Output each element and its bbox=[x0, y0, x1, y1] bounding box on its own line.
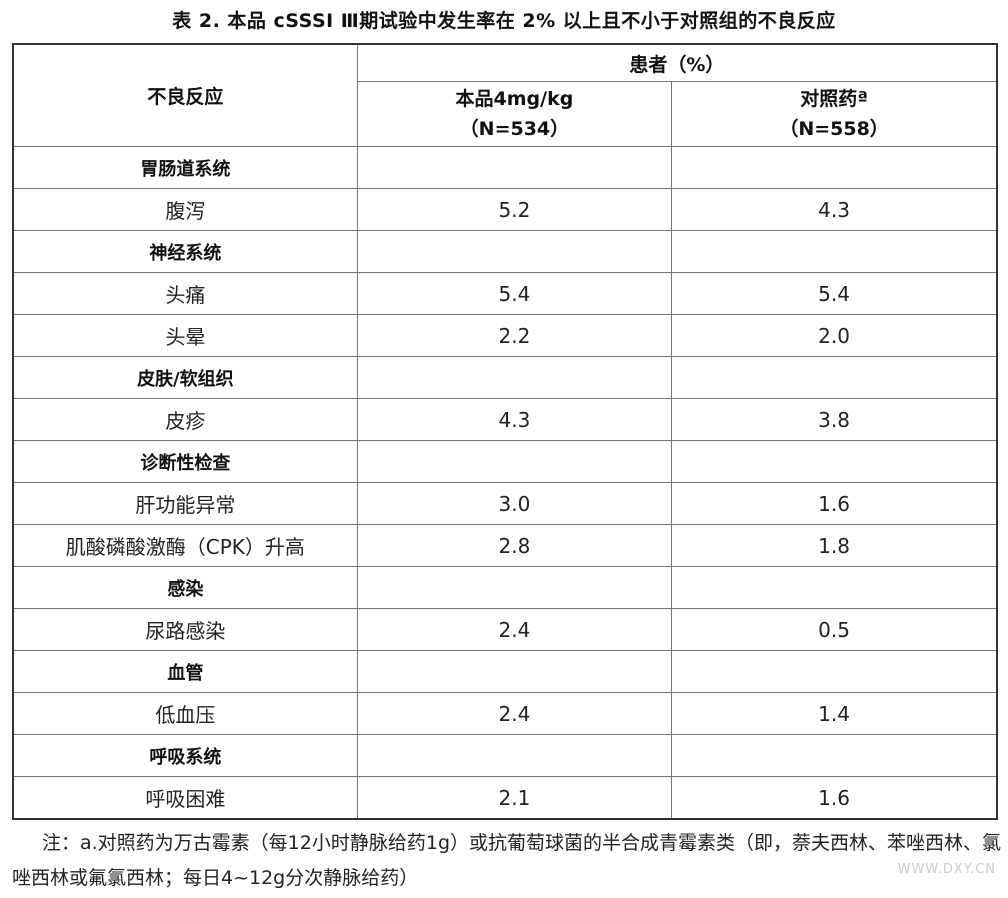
row-name: 尿路感染 bbox=[12, 608, 358, 651]
drug-value: 2.4 bbox=[356, 692, 673, 735]
row-name: 胃肠道系统 bbox=[12, 146, 358, 189]
control-value: 2.0 bbox=[671, 314, 998, 357]
row-name: 肌酸磷酸激酶（CPK）升高 bbox=[12, 524, 358, 567]
category-row: 感染 bbox=[12, 566, 998, 609]
category-row: 诊断性检查 bbox=[12, 440, 998, 483]
table-row: 呼吸困难 2.1 1.6 bbox=[12, 776, 998, 820]
drug-value: 2.4 bbox=[356, 608, 673, 651]
header-control-n: （N=558） bbox=[779, 118, 889, 140]
control-value: 1.4 bbox=[671, 692, 998, 735]
control-value: 3.8 bbox=[671, 398, 998, 441]
footnote: 注：a.对照药为万古霉素（每12小时静脉给药1g）或抗葡萄球菌的半合成青霉素类（… bbox=[12, 832, 1002, 889]
drug-value bbox=[356, 230, 673, 273]
table-row: 头痛 5.4 5.4 bbox=[12, 272, 998, 315]
control-value bbox=[671, 440, 998, 483]
drug-value: 5.4 bbox=[356, 272, 673, 315]
header-drug: 本品4mg/kg （N=534） bbox=[356, 81, 673, 147]
row-name: 皮肤/软组织 bbox=[12, 356, 358, 399]
drug-value bbox=[356, 566, 673, 609]
control-value: 5.4 bbox=[671, 272, 998, 315]
header-drug-n: （N=534） bbox=[459, 118, 570, 140]
table-row: 腹泻 5.2 4.3 bbox=[12, 188, 998, 231]
header-patients: 患者（%） bbox=[356, 43, 998, 82]
drug-value bbox=[356, 356, 673, 399]
row-name: 皮疹 bbox=[12, 398, 358, 441]
control-value: 1.8 bbox=[671, 524, 998, 567]
drug-value bbox=[356, 146, 673, 189]
drug-value: 2.2 bbox=[356, 314, 673, 357]
row-name: 感染 bbox=[12, 566, 358, 609]
header-control: 对照药ª （N=558） bbox=[671, 81, 998, 147]
header-drug-label: 本品4mg/kg bbox=[455, 88, 574, 110]
table-row: 低血压 2.4 1.4 bbox=[12, 692, 998, 735]
drug-value bbox=[356, 440, 673, 483]
drug-value: 3.0 bbox=[356, 482, 673, 525]
drug-value bbox=[356, 650, 673, 693]
table-row: 头晕 2.2 2.0 bbox=[12, 314, 998, 357]
category-row: 胃肠道系统 bbox=[12, 146, 998, 189]
row-name: 神经系统 bbox=[12, 230, 358, 273]
control-value bbox=[671, 566, 998, 609]
header-adverse-reaction: 不良反应 bbox=[12, 43, 358, 147]
table-row: 皮疹 4.3 3.8 bbox=[12, 398, 998, 441]
category-row: 神经系统 bbox=[12, 230, 998, 273]
row-name: 诊断性检查 bbox=[12, 440, 358, 483]
table-title: 表 2. 本品 cSSSI Ⅲ期试验中发生率在 2% 以上且不小于对照组的不良反… bbox=[172, 10, 836, 32]
table-row: 肝功能异常 3.0 1.6 bbox=[12, 482, 998, 525]
control-value: 4.3 bbox=[671, 188, 998, 231]
category-row: 血管 bbox=[12, 650, 998, 693]
header-control-label: 对照药ª bbox=[800, 88, 868, 110]
control-value: 1.6 bbox=[671, 776, 998, 820]
adverse-reactions-table: 不良反应 患者（%） 本品4mg/kg （N=534） 对照药ª （N=558） 胃… bbox=[12, 43, 998, 820]
control-value bbox=[671, 356, 998, 399]
row-name: 呼吸困难 bbox=[12, 776, 358, 820]
row-name: 头晕 bbox=[12, 314, 358, 357]
control-value bbox=[671, 146, 998, 189]
control-value bbox=[671, 650, 998, 693]
category-row: 呼吸系统 bbox=[12, 734, 998, 777]
table-row: 肌酸磷酸激酶（CPK）升高 2.8 1.8 bbox=[12, 524, 998, 567]
table-row: 尿路感染 2.4 0.5 bbox=[12, 608, 998, 651]
category-row: 皮肤/软组织 bbox=[12, 356, 998, 399]
row-name: 腹泻 bbox=[12, 188, 358, 231]
drug-value bbox=[356, 734, 673, 777]
watermark: WWW.DXY.CN bbox=[897, 862, 996, 877]
control-value: 1.6 bbox=[671, 482, 998, 525]
drug-value: 5.2 bbox=[356, 188, 673, 231]
row-name: 呼吸系统 bbox=[12, 734, 358, 777]
control-value: 0.5 bbox=[671, 608, 998, 651]
row-name: 低血压 bbox=[12, 692, 358, 735]
row-name: 血管 bbox=[12, 650, 358, 693]
drug-value: 4.3 bbox=[356, 398, 673, 441]
row-name: 肝功能异常 bbox=[12, 482, 358, 525]
drug-value: 2.8 bbox=[356, 524, 673, 567]
drug-value: 2.1 bbox=[356, 776, 673, 820]
control-value bbox=[671, 230, 998, 273]
row-name: 头痛 bbox=[12, 272, 358, 315]
control-value bbox=[671, 734, 998, 777]
